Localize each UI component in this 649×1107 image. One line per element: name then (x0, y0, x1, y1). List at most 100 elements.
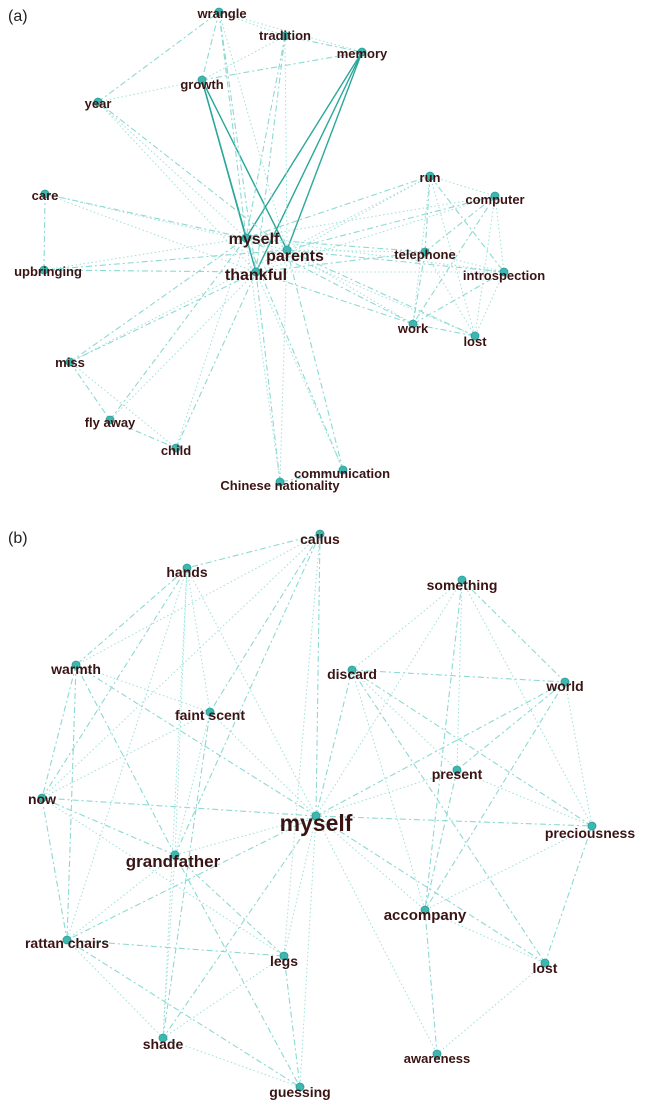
edge-myself-world (315, 681, 566, 817)
edge-run-introspection (429, 175, 505, 273)
edge-introspection-work (412, 271, 505, 325)
node-label-run: run (420, 170, 441, 185)
edge-telephone-parents (286, 249, 426, 253)
node-discard (347, 665, 357, 675)
edge-legs-shade (162, 955, 285, 1039)
panel-a-network: wrangle tradition memory growth year care upbr… (14, 6, 545, 493)
edge-grandfather-warmth (75, 664, 176, 856)
edge-care-upbringing (43, 193, 46, 271)
node-upbringing (39, 265, 49, 275)
edge-myself-lost (315, 815, 546, 964)
node-now (37, 793, 47, 803)
edge-wrangle-thankful (218, 11, 257, 273)
edge-computer-myself (245, 195, 496, 239)
node-label-guessing: guessing (269, 1084, 330, 1100)
edge-child-thankful (175, 271, 257, 449)
edge-miss-parents (69, 249, 288, 363)
node-myself (311, 811, 321, 821)
edge-grandfather-legs (174, 854, 285, 957)
node-label-preciousness: preciousness (545, 825, 635, 841)
edge-world-present (456, 681, 566, 771)
edge-work-parents (286, 249, 414, 325)
edge-callus-warmth (75, 533, 321, 666)
edge-faintscent-now (41, 711, 211, 799)
edge-myself-callus (315, 533, 321, 817)
node-label-myself: myself (229, 231, 280, 248)
node-myself (241, 233, 251, 243)
node-label-year: year (85, 96, 112, 111)
edge-shade-guessing (162, 1037, 301, 1088)
node-label-upbringing: upbringing (14, 264, 82, 279)
node-label-lost: lost (463, 334, 487, 349)
edge-memory-thankful (255, 51, 363, 273)
edge-hands-faintscent (186, 567, 211, 713)
node-run (425, 171, 435, 181)
edge-work-myself (245, 237, 414, 325)
node-label-introspection: introspection (463, 268, 545, 283)
edge-memory-parents (286, 51, 363, 251)
edge-year-thankful (97, 101, 257, 273)
node-label-thankful: thankful (225, 267, 287, 284)
node-label-parents: parents (266, 248, 324, 265)
edge-flyaway-thankful (109, 271, 257, 421)
node-shade (158, 1033, 168, 1043)
edge-year-myself (97, 101, 247, 239)
edge-myself-guessing (299, 815, 317, 1088)
edge-grandfather-now (41, 797, 176, 856)
edge-computer-work (412, 195, 496, 325)
edge-work-lost (412, 323, 476, 337)
edge-myself-hands (186, 567, 317, 817)
edge-growth-memory (201, 51, 363, 81)
edge-now-rattan (41, 797, 68, 941)
edge-something-discard (351, 579, 463, 671)
node-label-rattan-chairs: rattan chairs (25, 935, 109, 951)
edge-growth-parents (201, 79, 288, 251)
edge-discard-world (351, 669, 566, 683)
edge-preciousness-lost (544, 825, 593, 964)
edge-care-thankful (44, 193, 257, 273)
node-world (560, 677, 570, 687)
node-label-wrangle: wrangle (196, 6, 246, 21)
node-faint-scent (205, 707, 215, 717)
edge-lost-awareness (436, 962, 546, 1055)
edge-myself-shade (162, 815, 317, 1039)
edge-year-growth (97, 79, 203, 103)
edge-run-computer (429, 175, 496, 197)
edge-communication-chinese (279, 469, 344, 483)
edge-hands-now (41, 567, 188, 799)
node-parents (282, 245, 292, 255)
node-legs (279, 951, 289, 961)
edge-wrangle-myself (218, 11, 247, 239)
edges (43, 11, 505, 483)
edge-wrangle-parents (218, 11, 288, 251)
edge-legs-guessing (283, 955, 301, 1088)
node-year (93, 97, 103, 107)
node-label-world: world (545, 678, 583, 694)
edge-now-legs (41, 797, 285, 957)
node-label-fly-away: fly away (85, 415, 136, 430)
node-lost (540, 958, 550, 968)
node-something (457, 575, 467, 585)
node-accompany (420, 905, 430, 915)
edge-child-myself (175, 237, 247, 449)
edge-world-preciousness (564, 681, 593, 827)
edge-grandfather-rattan (66, 854, 176, 941)
edge-present-preciousness (456, 769, 593, 827)
node-label-callus: callus (300, 531, 340, 547)
edge-chinese-thankful (255, 271, 281, 483)
node-label-chinese-nationality: Chinese nationality (220, 478, 340, 493)
edge-miss-flyaway (69, 361, 111, 421)
edge-computer-parents (286, 195, 496, 251)
node-label-work: work (397, 321, 429, 336)
edge-telephone-myself (245, 237, 426, 253)
node-care (40, 189, 50, 199)
edge-something-accompany (424, 579, 463, 911)
edge-accompany-lost (424, 909, 546, 964)
edge-tradition-myself (245, 35, 286, 239)
edge-myself-now (41, 797, 317, 817)
node-label-computer: computer (465, 192, 524, 207)
edge-myself-preciousness (315, 815, 593, 827)
edge-miss-child (69, 361, 177, 449)
edge-tradition-memory (284, 35, 363, 53)
node-lost (470, 331, 480, 341)
